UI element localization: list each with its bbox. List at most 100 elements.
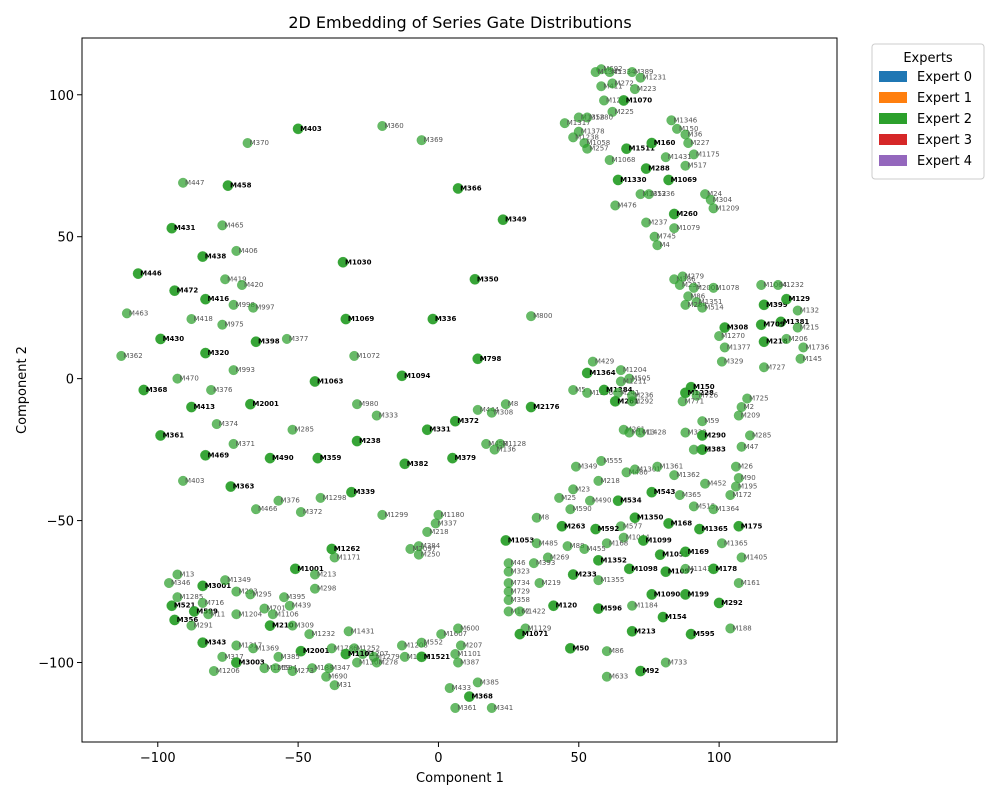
data-point	[217, 319, 228, 330]
y-axis-label: Component 2	[15, 346, 30, 434]
data-point	[163, 577, 175, 589]
data-point	[416, 651, 428, 663]
x-axis-ticks: −100 −50 0 50 100	[140, 742, 732, 766]
data-point-label: M514	[704, 304, 724, 312]
data-point-label: M1299	[384, 511, 408, 519]
data-point	[295, 507, 306, 518]
data-point	[228, 365, 239, 376]
data-point	[781, 293, 792, 305]
data-point	[307, 663, 318, 674]
data-point-label: M389	[634, 68, 653, 76]
data-point	[627, 67, 638, 78]
data-point	[564, 642, 576, 654]
data-point	[132, 268, 144, 280]
data-point	[618, 95, 630, 106]
data-point	[231, 586, 242, 597]
data-point	[259, 603, 270, 614]
data-point	[531, 512, 542, 523]
data-point	[663, 174, 675, 186]
data-point-label: M555	[603, 457, 622, 465]
data-point-label: M543	[654, 488, 676, 496]
data-point-label: M368	[471, 693, 493, 701]
data-point-label: M1078	[716, 284, 740, 292]
data-point	[646, 588, 658, 600]
data-point	[264, 620, 276, 632]
data-point-label: M590	[572, 505, 591, 513]
data-point-label: M1352	[600, 556, 627, 564]
data-point-label: M1129	[527, 624, 551, 632]
data-point-label: M383	[704, 446, 726, 454]
data-point-label: M447	[185, 179, 204, 187]
data-point-label: M1365	[701, 525, 728, 533]
legend-swatch	[879, 71, 907, 82]
data-point-label: M279	[685, 272, 704, 280]
data-point	[430, 518, 441, 529]
data-point-label: M515	[696, 502, 715, 510]
data-point-label: M1358	[581, 113, 605, 121]
data-point	[472, 677, 483, 688]
data-point	[231, 640, 242, 651]
data-point	[598, 384, 610, 396]
data-point	[503, 606, 514, 617]
data-point	[486, 407, 497, 418]
data-point-label: M154	[665, 613, 687, 621]
data-point	[463, 691, 475, 703]
legend-title: Experts	[903, 51, 953, 66]
data-point	[172, 592, 183, 603]
data-point-label: M209	[741, 412, 760, 420]
data-point-label: M285	[295, 426, 314, 434]
data-point-label: M219	[541, 579, 560, 587]
data-point-label: M466	[258, 505, 278, 513]
data-point-label: M1361	[659, 463, 683, 471]
data-point-label: M399	[766, 301, 788, 309]
data-point-label: M273	[295, 667, 314, 675]
data-point	[725, 623, 736, 634]
data-point-label: M225	[614, 108, 633, 116]
data-point	[697, 416, 708, 427]
data-point-label: M1141	[687, 565, 711, 573]
data-point-label: M745	[657, 233, 676, 241]
data-point	[197, 251, 209, 263]
data-point-label: M416	[207, 295, 229, 303]
data-point-label: M132	[800, 307, 819, 315]
data-point-label: M370	[250, 139, 269, 147]
data-point	[228, 299, 239, 310]
data-point	[696, 444, 708, 456]
data-point	[422, 526, 433, 537]
data-point-label: M257	[589, 145, 608, 153]
data-point-label: M1071	[522, 630, 549, 638]
data-point	[345, 486, 357, 498]
data-point	[582, 387, 593, 398]
data-point-label: M339	[353, 488, 375, 496]
data-point-label: M88	[570, 542, 585, 550]
data-point	[719, 342, 730, 353]
data-point-label: M1232	[311, 630, 335, 638]
data-point	[593, 575, 604, 586]
data-point-label: M387	[460, 659, 479, 667]
data-point	[565, 504, 576, 515]
data-point-label: M469	[207, 451, 229, 459]
data-point-label: M1431	[668, 153, 692, 161]
data-point-label: M592	[598, 525, 620, 533]
data-point-label: M90	[741, 474, 756, 482]
data-point	[680, 563, 691, 574]
data-point	[399, 458, 411, 470]
data-point	[592, 603, 604, 615]
data-point	[312, 452, 324, 464]
data-point	[259, 663, 270, 674]
data-point-label: M59	[704, 417, 719, 425]
data-point	[416, 637, 427, 648]
data-point-label: M701	[266, 605, 285, 613]
data-point-label: M227	[690, 139, 709, 147]
data-point-label: M1365	[724, 539, 748, 547]
data-point	[609, 395, 621, 407]
data-point-label: M329	[724, 358, 743, 366]
data-point	[287, 424, 298, 435]
data-point	[242, 137, 253, 149]
data-point-label: M333	[687, 429, 706, 437]
data-point	[231, 245, 242, 256]
data-point	[396, 370, 408, 382]
data-point	[222, 180, 234, 192]
data-point-label: M2001	[696, 284, 720, 292]
data-point-label: M278	[379, 659, 398, 667]
